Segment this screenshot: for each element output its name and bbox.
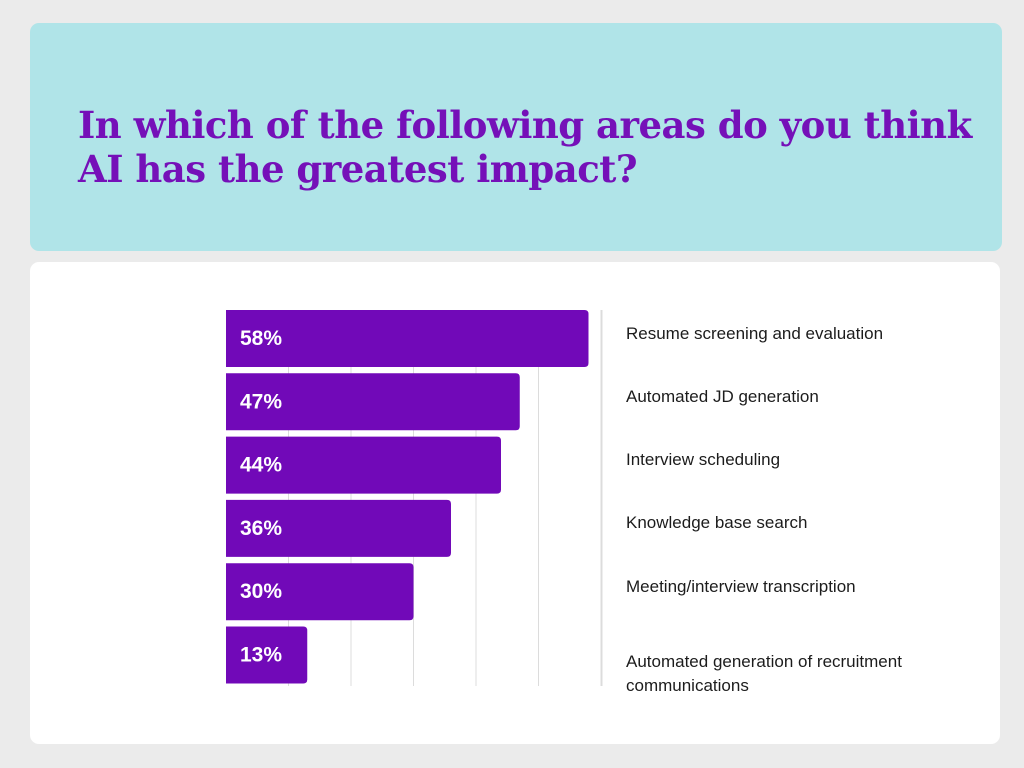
bar-group: 36% bbox=[226, 499, 451, 557]
category-label: Meeting/interview transcription bbox=[626, 576, 856, 596]
bar bbox=[226, 626, 308, 684]
bar-chart: 58% 47% 44% 36% 30% 13% bbox=[226, 310, 603, 686]
bar bbox=[226, 310, 589, 367]
bar-group: 30% bbox=[226, 563, 414, 621]
bar-value-label: 30% bbox=[240, 580, 282, 603]
bar bbox=[226, 499, 451, 557]
category-label: Automated JD generation bbox=[626, 386, 819, 406]
chart-card: 58% 47% 44% 36% 30% 13% Resume screening and … bbox=[30, 262, 1000, 744]
bar-value-label: 44% bbox=[240, 454, 282, 477]
bar-value-label: 47% bbox=[240, 390, 282, 413]
bar bbox=[226, 436, 501, 494]
chart-title: In which of the following areas do you t… bbox=[78, 103, 972, 191]
bar-group: 44% bbox=[226, 436, 501, 494]
bar-group: 58% bbox=[226, 310, 589, 367]
bar bbox=[226, 373, 520, 431]
bar bbox=[226, 563, 414, 621]
bar-group: 13% bbox=[226, 626, 308, 684]
bar-group: 47% bbox=[226, 373, 520, 431]
bar-value-label: 58% bbox=[240, 327, 282, 350]
category-label: Knowledge base search bbox=[626, 513, 808, 533]
bar-value-label: 36% bbox=[240, 517, 282, 540]
bar-value-label: 13% bbox=[240, 644, 282, 667]
category-label: Resume screening and evaluation bbox=[626, 323, 884, 343]
category-label: Automated generation of recruitment comm… bbox=[626, 651, 902, 695]
header-card: In which of the following areas do you t… bbox=[30, 23, 1002, 251]
category-label: Interview scheduling bbox=[626, 450, 781, 470]
